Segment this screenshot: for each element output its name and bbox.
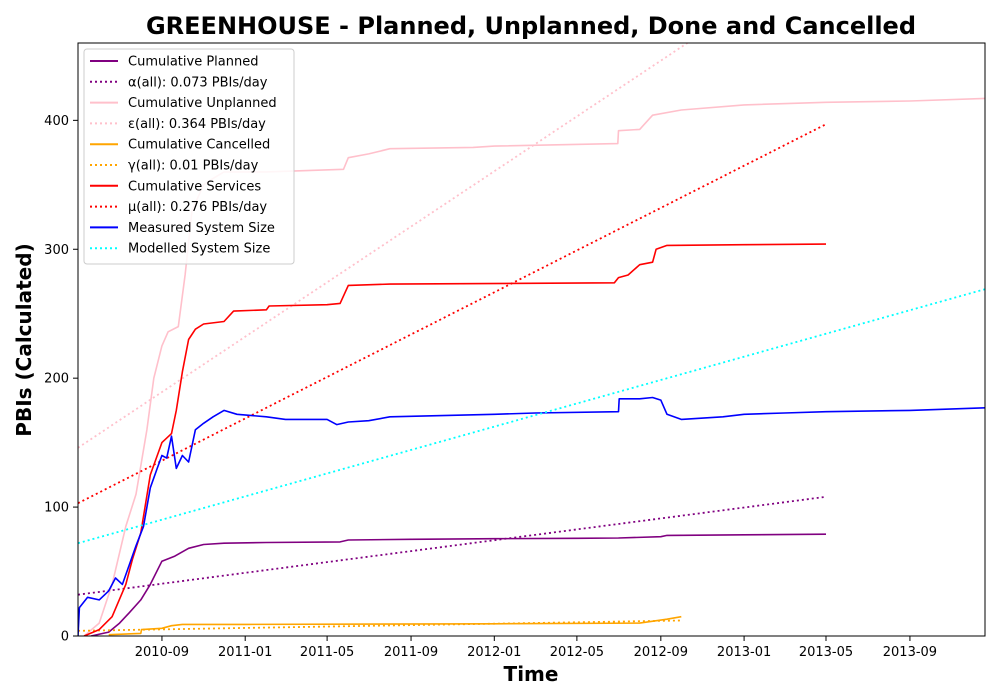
legend-entry: ε(all): 0.364 PBIs/day xyxy=(128,117,266,132)
y-axis-label: PBIs (Calculated) xyxy=(12,243,36,436)
series-line-0 xyxy=(90,533,827,636)
x-tick-label: 2012-09 xyxy=(634,645,688,660)
series-line-5 xyxy=(78,619,682,632)
y-tick-label: 0 xyxy=(61,630,69,645)
legend-entry: Cumulative Services xyxy=(128,179,261,194)
series-line-9 xyxy=(78,288,985,545)
x-tick-label: 2011-01 xyxy=(218,645,272,660)
legend-entry: Measured System Size xyxy=(128,221,275,236)
x-tick-label: 2013-09 xyxy=(883,645,937,660)
legend-entry: Cumulative Unplanned xyxy=(128,96,277,111)
legend-entry: Modelled System Size xyxy=(128,242,270,257)
y-tick-label: 400 xyxy=(44,114,69,129)
chart-title: GREENHOUSE - Planned, Unplanned, Done an… xyxy=(146,12,916,40)
y-tick-label: 100 xyxy=(44,501,69,516)
x-axis-label: Time xyxy=(504,662,559,686)
plot-frame xyxy=(77,42,986,637)
series-line-3 xyxy=(78,43,688,449)
legend-entry: μ(all): 0.276 PBIs/day xyxy=(128,200,267,215)
legend-entry: γ(all): 0.01 PBIs/day xyxy=(128,159,259,174)
x-tick-label: 2013-05 xyxy=(799,645,853,660)
series-line-8 xyxy=(78,396,985,636)
legend-box xyxy=(83,48,295,265)
x-tick-label: 2012-01 xyxy=(467,645,521,660)
x-tick-label: 2013-01 xyxy=(717,645,771,660)
x-tick-label: 2010-09 xyxy=(135,645,189,660)
series-layer xyxy=(78,43,985,636)
x-tick-label: 2011-05 xyxy=(300,645,354,660)
x-tick-label: 2012-05 xyxy=(550,645,604,660)
series-line-1 xyxy=(78,495,827,596)
y-tick-label: 200 xyxy=(44,372,69,387)
tick-layer: 2010-09 2011-01 2011-05 2011-09 2012-01 2012-… xyxy=(44,114,937,660)
legend-entry: Cumulative Planned xyxy=(128,55,258,70)
legend: Cumulative Planned α(all): 0.073 PBIs/day… xyxy=(83,48,295,265)
legend-entry: Cumulative Cancelled xyxy=(128,138,270,153)
x-tick-label: 2011-09 xyxy=(384,645,438,660)
y-tick-label: 300 xyxy=(44,243,69,258)
legend-entry: α(all): 0.073 PBIs/day xyxy=(128,75,268,90)
